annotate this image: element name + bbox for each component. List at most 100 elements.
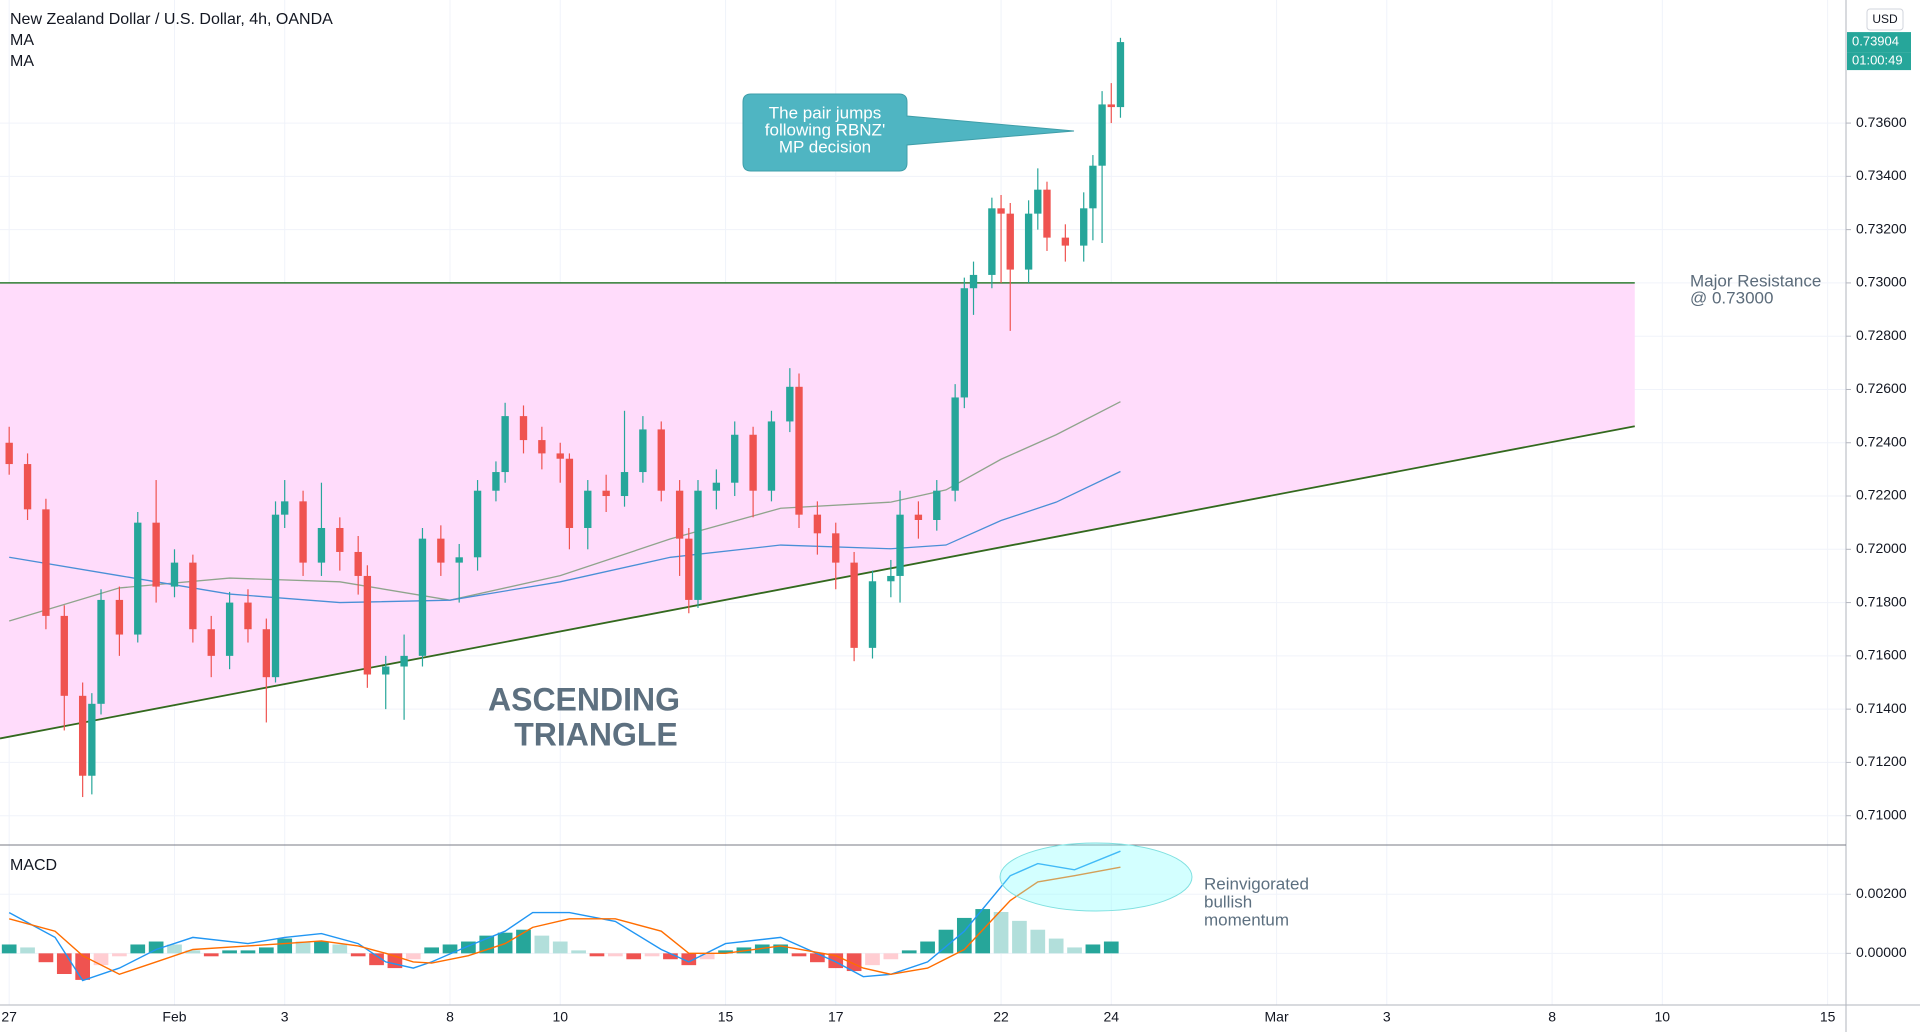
- candle-body: [170, 562, 179, 587]
- x-tick-label: Mar: [1265, 1009, 1289, 1025]
- text-layer: New Zealand Dollar / U.S. Dollar, 4h, OA…: [10, 11, 1821, 929]
- highlight-ellipse: [999, 842, 1193, 912]
- resistance-label: @ 0.73000: [1690, 288, 1773, 307]
- candle-body: [933, 490, 941, 520]
- candle-body: [299, 501, 307, 563]
- candle-body: [896, 514, 904, 576]
- y-tick-label: 0.71000: [1856, 806, 1907, 822]
- histogram-bar: [1030, 929, 1046, 954]
- x-tick-label: 3: [281, 1009, 289, 1025]
- histogram-bar: [93, 953, 109, 966]
- histogram-bar: [424, 947, 439, 954]
- pane-title: MACD: [10, 857, 57, 874]
- y-tick-label: 0.72600: [1856, 380, 1907, 396]
- candle-body: [675, 490, 684, 539]
- histogram-bar: [203, 953, 219, 957]
- candle-body: [244, 602, 252, 630]
- histogram-bar: [38, 953, 54, 963]
- candle-body: [694, 490, 702, 600]
- x-tick-label: 10: [552, 1009, 568, 1025]
- candle-body: [78, 695, 87, 776]
- candle-body: [455, 557, 463, 563]
- y-tick-label: 0.72200: [1856, 487, 1907, 503]
- histogram-bar: [56, 953, 72, 975]
- y-tick-label: 0.00200: [1856, 885, 1907, 901]
- candle-body: [767, 421, 776, 491]
- histogram-bar: [773, 944, 788, 954]
- candle-body: [1034, 189, 1042, 214]
- histogram-bar: [938, 929, 954, 954]
- trend-line: [0, 425, 1635, 740]
- y-tick-label: 0.71400: [1856, 700, 1907, 716]
- moving-average-line: [8, 401, 1121, 622]
- histogram-bar: [718, 950, 733, 954]
- plot-layer: [0, 37, 1635, 982]
- x-tick-label: 3: [1383, 1009, 1391, 1025]
- candle-body: [731, 434, 739, 483]
- candle-body: [1116, 42, 1125, 108]
- candle-body: [501, 416, 509, 473]
- resistance-label: Major Resistance: [1690, 271, 1821, 290]
- candle-body: [1089, 165, 1097, 209]
- candle-body: [1043, 189, 1051, 238]
- candle-body: [639, 429, 647, 473]
- histogram-bar: [314, 941, 329, 954]
- callout-text: MP decision: [779, 137, 871, 156]
- pattern-label: TRIANGLE: [514, 716, 678, 752]
- candle-body: [5, 442, 13, 465]
- y-tick-label: 0.71600: [1856, 647, 1907, 663]
- histogram-bar: [369, 953, 384, 966]
- histogram-bar: [461, 941, 476, 954]
- y-tick-label: 0.71800: [1856, 593, 1907, 609]
- candle-body: [262, 629, 271, 678]
- candle-body: [584, 490, 592, 528]
- price-tag: [1847, 32, 1911, 53]
- histogram-bar: [222, 950, 237, 954]
- histogram-bar: [1012, 920, 1027, 954]
- x-tick-label: 15: [1820, 1009, 1836, 1025]
- histogram-bar: [350, 953, 366, 957]
- candle-body: [382, 666, 390, 675]
- x-tick-label: 8: [446, 1009, 454, 1025]
- candle-body: [1024, 213, 1033, 270]
- candle-body: [207, 629, 215, 656]
- currency-label[interactable]: USD: [1872, 12, 1898, 26]
- candle-body: [1107, 104, 1115, 108]
- histogram-bar: [20, 947, 35, 954]
- candle-body: [1098, 104, 1106, 166]
- candle-body: [317, 527, 326, 563]
- candle-body: [152, 522, 160, 587]
- histogram-bar: [699, 953, 715, 960]
- candle-body: [400, 655, 408, 667]
- histogram-bar: [920, 941, 935, 954]
- candle-body: [354, 551, 362, 576]
- histogram-bar: [681, 953, 697, 966]
- chart-title: New Zealand Dollar / U.S. Dollar, 4h, OA…: [10, 11, 333, 28]
- candle-body: [363, 575, 372, 675]
- histogram-bar: [883, 953, 899, 960]
- histogram-bar: [295, 941, 311, 954]
- y-tick-label: 0.73600: [1856, 114, 1907, 130]
- histogram-bar: [277, 938, 293, 954]
- candle-body: [1061, 237, 1070, 246]
- histogram-bar: [589, 953, 605, 957]
- macd-note: momentum: [1204, 910, 1289, 929]
- histogram-bar: [607, 953, 623, 957]
- y-tick-label: 0.72400: [1856, 433, 1907, 449]
- candle-body: [988, 208, 996, 275]
- histogram-bar: [663, 953, 678, 960]
- candle-body: [556, 453, 564, 459]
- y-tick-label: 0.72800: [1856, 327, 1907, 343]
- candle-body: [832, 533, 840, 563]
- histogram-bar: [846, 953, 862, 972]
- currency-button[interactable]: [1866, 8, 1904, 31]
- y-tick-label: 0.72000: [1856, 540, 1907, 556]
- candle-body: [887, 575, 895, 582]
- candle-body: [969, 274, 978, 289]
- y-tick-label: 0.71200: [1856, 753, 1907, 769]
- legend-entry: MA: [10, 32, 34, 49]
- candle-body: [795, 386, 803, 515]
- candle-body: [42, 509, 50, 616]
- candle-body: [565, 458, 574, 528]
- candle-body: [519, 416, 528, 441]
